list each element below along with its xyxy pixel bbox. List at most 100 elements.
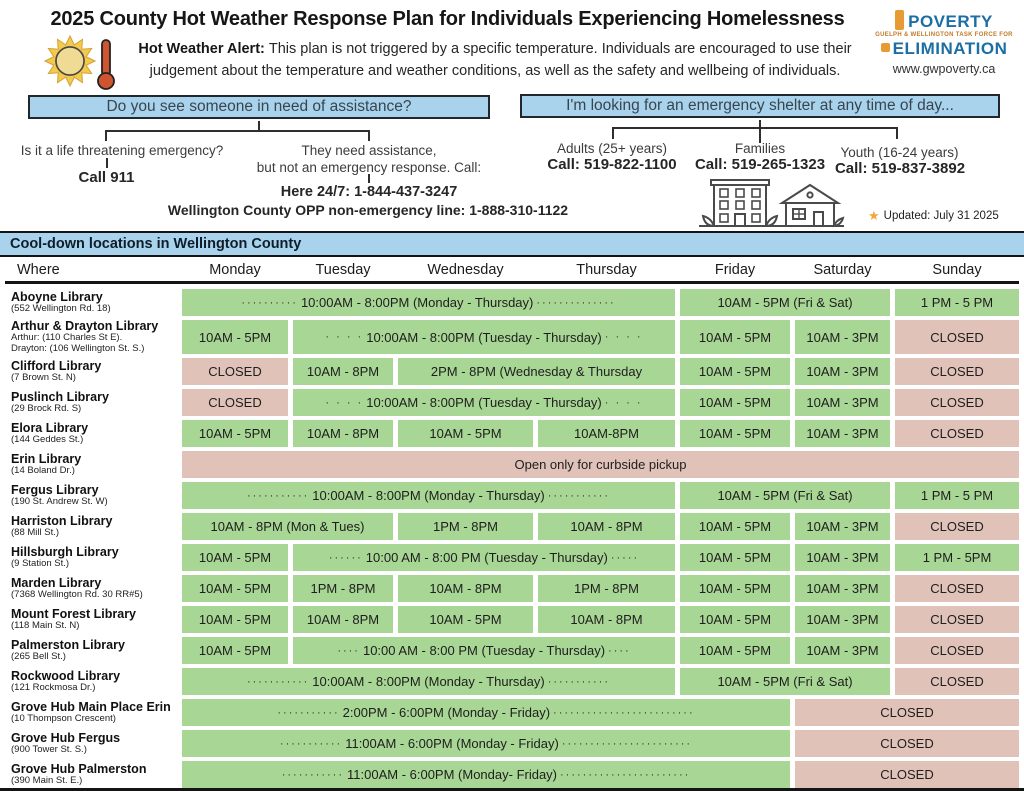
schedule-cell-open: 10AM - 8PM: [293, 358, 393, 385]
schedule-hours-text: 10AM - 3PM: [806, 581, 879, 596]
schedule-cell-open: 10AM - 5PM: [182, 420, 288, 447]
location-address: (9 Station St.): [11, 557, 70, 569]
schedule-hours-text: CLOSED: [880, 767, 934, 782]
schedule-hours-text: 10AM-8PM: [573, 426, 640, 441]
location-address: (900 Tower St. S.): [11, 743, 87, 755]
poverty-elimination-logo: POVERTY GUELPH & WELLINGTON TASK FORCE F…: [870, 10, 1018, 76]
schedule-hours-text: CLOSED: [930, 329, 984, 345]
location-address: (7368 Wellington Rd. 30 RR#5): [11, 588, 143, 600]
location-address: (7 Brown St. N): [11, 371, 76, 383]
schedule-hours-text: 10AM - 5PM: [198, 581, 272, 596]
schedule-hours-text: 10AM - 8PM: [429, 581, 502, 596]
schedule-hours-text: 1 PM - 5PM: [922, 550, 992, 565]
connector-line: [106, 158, 108, 168]
here-247-number: Here 24/7: 1-844-437-3247: [280, 184, 458, 200]
schedule-cell-open: 1PM - 8PM: [293, 575, 393, 602]
life-threatening-question: Is it a life threatening emergency?: [20, 143, 224, 158]
logo-word-poverty: POVERTY: [908, 12, 993, 31]
leader-dots: · · · ·: [604, 396, 643, 409]
schedule-cell-open: 1PM - 8PM: [398, 513, 533, 540]
youth-shelter-label: Youth (16-24 years): [840, 145, 959, 160]
schedule-hours-text: CLOSED: [930, 519, 984, 534]
location-label: Hillsburgh Library (9 Station St.): [5, 544, 177, 571]
schedule-hours-text: 10AM - 5PM: [698, 643, 772, 658]
leader-dots: ······: [328, 551, 363, 564]
schedule-cell-open: 10AM - 3PM: [795, 544, 890, 571]
schedule-cell-closed: CLOSED: [895, 637, 1019, 664]
opp-non-emergency-number: Wellington County OPP non-emergency line…: [167, 202, 569, 218]
table-row: Arthur & Drayton Library Arthur: (110 Cha…: [5, 319, 1019, 354]
schedule-hours-text: 10AM - 5PM: [698, 519, 772, 534]
schedule-cell-open: ··········· 11:00AM - 6:00PM (Monday- Fri…: [182, 761, 790, 788]
leader-dots: ·······················: [560, 768, 691, 781]
schedule-hours-text: CLOSED: [930, 364, 984, 379]
schedule-cell-open: 10AM - 5PM: [680, 637, 790, 664]
schedule-hours-text: 10AM - 5PM (Fri & Sat): [717, 295, 853, 310]
schedule-hours-text: 10AM - 5PM: [429, 612, 502, 627]
schedule-hours-text: 10AM - 3PM: [806, 329, 879, 345]
schedule-cell-open: 10AM - 8PM: [538, 606, 675, 633]
schedule-cell-open: 1 PM - 5 PM: [895, 482, 1019, 509]
location-address: (121 Rockmosa Dr.): [11, 681, 96, 693]
location-label: Harriston Library (88 Mill St.): [5, 513, 177, 540]
location-address: (29 Brock Rd. S): [11, 402, 82, 414]
schedule-cell-open: 10AM - 8PM: [293, 420, 393, 447]
location-name: Fergus Library: [11, 482, 99, 497]
schedule-hours-text: CLOSED: [930, 581, 984, 596]
schedule-cell-open: 10AM - 3PM: [795, 513, 890, 540]
table-banner: Cool-down locations in Wellington County: [0, 231, 1024, 257]
leader-dots: ···········: [547, 675, 610, 688]
table-column-headers: Where Monday Tuesday Wednesday Thursday Frida…: [5, 258, 1019, 284]
schedule-cell-open: 10AM - 5PM: [680, 389, 790, 416]
schedule-cell-open: 10AM - 8PM: [398, 575, 533, 602]
schedule-cell-open: 1 PM - 5PM: [895, 544, 1019, 571]
table-row: Marden Library (7368 Wellington Rd. 30 RR…: [5, 575, 1019, 602]
location-address: Drayton: (106 Wellington St. S.): [11, 342, 145, 354]
leader-dots: ··········: [241, 296, 298, 309]
schedule-hours-text: 11:00AM - 6:00PM (Monday - Friday): [345, 736, 559, 751]
logo-word-elimination: ELIMINATION: [892, 39, 1008, 58]
logo-subtitle: GUELPH & WELLINGTON TASK FORCE FOR: [875, 32, 1013, 38]
schedule-hours-text: 10AM - 5PM: [198, 426, 272, 441]
schedule-hours-text: 10AM - 5PM: [698, 329, 772, 345]
schedule-hours-text: 10AM - 8PM (Mon & Tues): [210, 519, 365, 534]
schedule-hours-text: CLOSED: [208, 364, 262, 379]
location-name: Hillsburgh Library: [11, 544, 119, 559]
schedule-cell-closed: CLOSED: [895, 320, 1019, 354]
hot-weather-alert-text: Hot Weather Alert: This plan is not trig…: [120, 38, 870, 83]
schedule-hours-text: 10AM - 3PM: [806, 519, 879, 534]
table-row: Elora Library (144 Geddes St.) 10AM - 5PM 1…: [5, 420, 1019, 447]
schedule-hours-text: 10:00AM - 8:00PM (Monday - Thursday): [312, 674, 545, 689]
schedule-cell-open: 10AM - 5PM (Fri & Sat): [680, 482, 890, 509]
schedule-cell-open: 10AM - 5PM: [182, 637, 288, 664]
connector-line: [759, 120, 761, 128]
shelter-buildings-icon: [699, 179, 845, 228]
location-name: Mount Forest Library: [11, 606, 137, 621]
leader-dots: ···········: [246, 489, 310, 502]
schedule-cell-closed: CLOSED: [795, 761, 1019, 788]
schedule-cell-open: 10AM - 5PM: [680, 320, 790, 354]
schedule-cell-open: 2PM - 8PM (Wednesday & Thursday: [398, 358, 675, 385]
schedule-cell-open: 1PM - 8PM: [538, 575, 675, 602]
schedule-hours-text: 10AM - 5PM (Fri & Sat): [717, 674, 853, 689]
assistance-question-box: Do you see someone in need of assistance…: [28, 95, 490, 119]
assistance-question-label: Do you see someone in need of assistance…: [106, 98, 412, 115]
schedule-cell-open: 10AM - 3PM: [795, 637, 890, 664]
schedule-cell-closed: CLOSED: [182, 358, 288, 385]
table-row: Puslinch Library (29 Brock Rd. S) CLOSED · …: [5, 389, 1019, 416]
connector-line: [368, 130, 370, 141]
schedule-hours-text: 10AM - 3PM: [806, 612, 879, 627]
need-assistance-label: They need assistance, but not an emergen…: [240, 143, 498, 177]
schedule-hours-text: 2PM - 8PM (Wednesday & Thursday: [430, 364, 643, 379]
schedule-hours-text: 1PM - 8PM: [432, 519, 498, 534]
schedule-hours-text: CLOSED: [930, 612, 984, 627]
leader-dots: ·····: [610, 551, 640, 564]
youth-shelter-number: Call: 519-837-3892: [834, 160, 966, 177]
location-name: Aboyne Library: [11, 289, 103, 304]
call-911-label: Call 911: [78, 169, 135, 186]
schedule-hours-text: 10AM - 3PM: [806, 643, 879, 658]
table-row: Clifford Library (7 Brown St. N) CLOSED 10A…: [5, 358, 1019, 385]
schedule-cell-open: ··········· 10:00AM - 8:00PM (Monday - Th…: [182, 482, 675, 509]
table-row: Aboyne Library (552 Wellington Rd. 18) ···…: [5, 289, 1019, 316]
logo-url-link[interactable]: www.gwpoverty.ca: [892, 62, 996, 76]
